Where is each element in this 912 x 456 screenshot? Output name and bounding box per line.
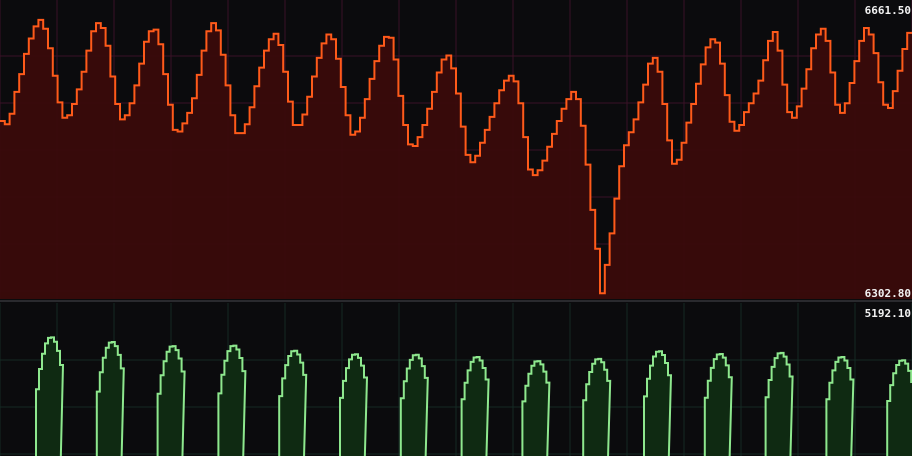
bottom-y-max-label: 5192.10 [865,307,911,320]
bottom-series-line [35,336,912,456]
top-series-line [0,18,912,295]
top-panel [0,0,912,300]
bottom-panel [0,303,912,456]
top-y-min-label: 6302.80 [865,287,911,300]
top-y-max-label: 6661.50 [865,4,911,17]
top-series-area [0,19,912,300]
bottom-series-area [36,337,912,456]
